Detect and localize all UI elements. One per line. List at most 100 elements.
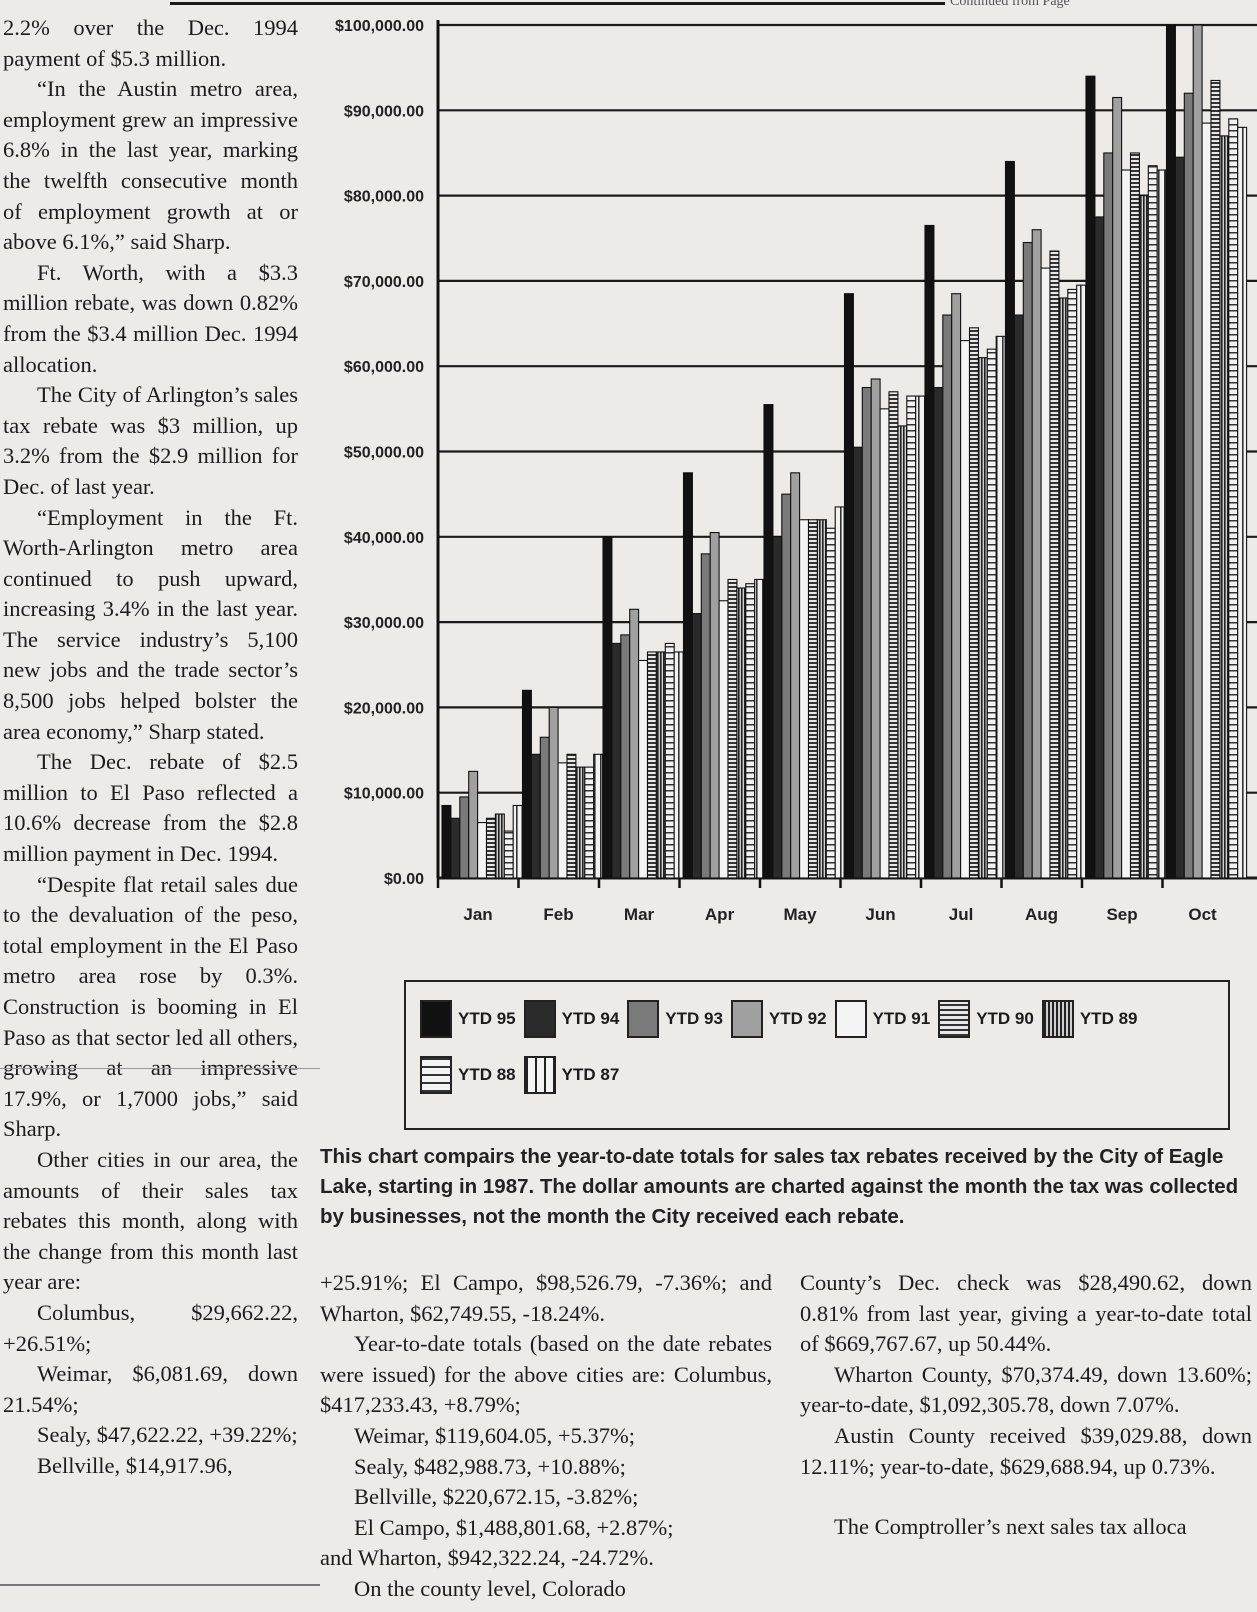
list-item: Sealy, $482,988.73, +10.88%; [354,1453,626,1479]
bar-feb-ytd-91 [557,762,568,879]
list-item: Weimar, $119,604.05, +5.37%; [354,1422,635,1448]
bar-jun-ytd-93 [861,386,872,879]
bar-may-ytd-91 [799,519,810,879]
column-middle: +25.91%; El Campo, $98,526.79, -7.36%; a… [320,1268,772,1605]
legend-label: YTD 87 [561,1065,620,1084]
bar-oct-ytd-91 [1201,122,1212,879]
bar-mar-ytd-88 [664,642,675,879]
x-tick-label: Apr [705,905,735,924]
legend-swatch [834,1000,867,1038]
y-tick-label: $80,000.00 [344,189,424,206]
x-tick-label: Jun [865,905,895,924]
legend-label: YTD 92 [768,1009,827,1028]
legend-swatch [730,1000,763,1038]
y-tick-label: $90,000.00 [344,103,424,120]
bar-sep-ytd-91 [1121,169,1132,879]
bar-oct-ytd-87 [1237,126,1248,879]
bar-apr-ytd-90 [727,578,738,879]
legend-swatch [420,1000,452,1038]
bar-feb-ytd-93 [539,736,550,879]
bar-jul-ytd-93 [942,314,953,879]
bar-apr-ytd-95 [682,472,693,879]
bar-may-ytd-92 [790,472,801,879]
bar-mar-ytd-92 [629,608,640,879]
x-tick-label: Feb [543,905,573,924]
bar-apr-ytd-89 [736,587,747,879]
bar-may-ytd-94 [772,536,783,879]
legend-label: YTD 91 [872,1009,931,1028]
bar-jan-ytd-91 [477,822,488,879]
bar-feb-ytd-92 [548,706,559,879]
x-tick-label: Sep [1106,905,1137,924]
bar-jan-ytd-87 [512,804,523,879]
y-tick-label: $20,000.00 [344,700,424,717]
bar-aug-ytd-93 [1022,241,1033,879]
y-tick-label: $0.00 [384,871,424,888]
bar-jun-ytd-91 [879,408,890,879]
bar-sep-ytd-89 [1138,195,1149,879]
bar-sep-ytd-90 [1129,152,1140,879]
legend-label: YTD 90 [976,1009,1034,1028]
bar-oct-ytd-89 [1219,135,1230,879]
bar-aug-ytd-90 [1049,250,1060,879]
bar-jun-ytd-94 [852,446,863,879]
bar-jun-ytd-90 [888,391,899,879]
y-tick-label: $10,000.00 [344,786,424,803]
legend-swatch [523,1056,556,1094]
bar-apr-ytd-93 [700,553,711,879]
bar-jul-ytd-91 [960,340,971,879]
x-tick-label: Oct [1188,905,1217,924]
bar-jul-ytd-89 [977,357,988,879]
legend-item: YTD 91 [834,1000,931,1038]
bar-may-ytd-88 [825,527,836,879]
bar-jan-ytd-94 [450,817,461,879]
bar-sep-ytd-88 [1147,165,1158,879]
y-tick-label: $30,000.00 [344,615,424,632]
legend-item: YTD 95 [420,1000,516,1038]
bar-jul-ytd-87 [995,335,1006,879]
paragraph: Ft. Worth, with a $3.3 million rebate, w… [3,259,298,377]
bar-jan-ytd-93 [459,796,470,879]
legend-swatch [1041,1000,1074,1038]
bar-jun-ytd-88 [906,395,917,879]
legend-item: YTD 92 [730,1000,827,1038]
y-tick-label: $50,000.00 [344,445,424,462]
bar-jul-ytd-94 [933,386,944,879]
bar-aug-ytd-87 [1076,284,1087,879]
bar-jun-ytd-87 [915,395,926,879]
paragraph: and Wharton, $942,322.24, -24.72%. [320,1545,654,1571]
column-left: 2.2% over the Dec. 1994 payment of $5.3 … [3,13,298,1482]
bar-apr-ytd-94 [691,613,702,879]
paragraph: The Comptroller’s next sales tax alloca [834,1514,1187,1540]
list-item: Bellville, $220,672.15, -3.82%; [354,1484,639,1510]
bar-mar-ytd-91 [638,659,649,879]
bar-jan-ytd-92 [468,770,479,879]
bar-may-ytd-93 [781,493,792,879]
bar-oct-ytd-93 [1183,92,1194,879]
bar-oct-ytd-95 [1165,24,1176,879]
legend-item: YTD 94 [523,1000,620,1038]
bar-aug-ytd-88 [1067,288,1078,879]
bar-feb-ytd-87 [593,753,604,879]
bar-jan-ytd-90 [485,817,496,879]
y-tick-label: $60,000.00 [344,359,424,376]
bar-mar-ytd-87 [673,651,684,879]
bar-apr-ytd-91 [718,600,729,879]
bar-mar-ytd-95 [602,536,613,879]
y-tick-label: $40,000.00 [344,530,424,547]
legend-label: YTD 94 [561,1009,620,1028]
bar-aug-ytd-95 [1004,160,1015,879]
list-item: Bellville, $14,917.96, [37,1452,233,1478]
bar-sep-ytd-95 [1085,75,1096,879]
legend-label: YTD 88 [458,1065,516,1084]
paragraph: The Dec. rebate of $2.5 million to El Pa… [3,749,298,867]
bar-oct-ytd-94 [1174,156,1185,879]
bar-apr-ytd-87 [754,578,765,879]
paragraph: “Employment in the Ft. Worth-Arlington m… [3,504,298,744]
legend-item: YTD 87 [523,1056,620,1094]
x-tick-label: Aug [1025,905,1058,924]
x-tick-label: Jan [463,905,492,924]
bar-aug-ytd-91 [1040,267,1051,879]
paragraph: Other cities in our area, the amounts of… [3,1146,298,1295]
bar-apr-ytd-88 [745,583,756,879]
